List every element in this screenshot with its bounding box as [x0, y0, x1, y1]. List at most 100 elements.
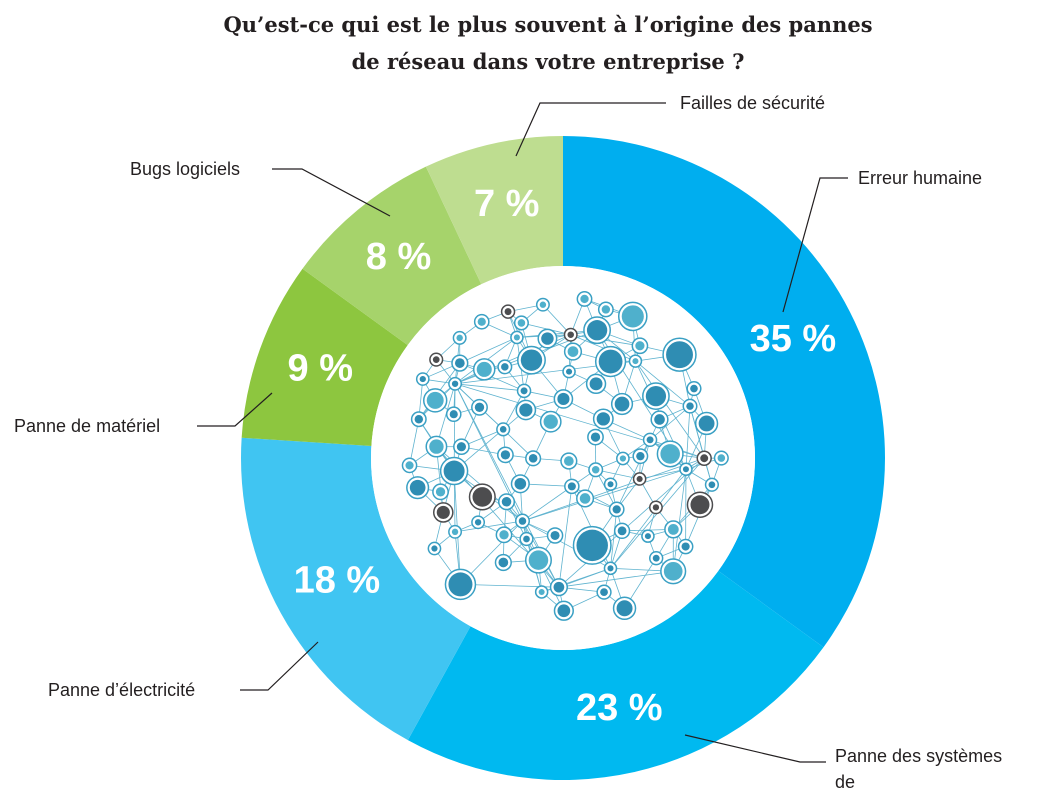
network-node [500, 450, 511, 460]
network-node [644, 533, 651, 540]
network-edge [454, 520, 523, 533]
network-node [514, 477, 527, 490]
category-label: Failles de sécurité [680, 93, 826, 113]
network-node [586, 320, 608, 341]
network-node [590, 432, 601, 442]
network-node [652, 504, 660, 511]
network-node [698, 415, 715, 432]
network-node [557, 604, 571, 618]
network-node [451, 528, 459, 536]
network-illustration [401, 291, 729, 621]
network-node [528, 454, 538, 463]
network-edge [459, 337, 518, 364]
network-node [409, 479, 426, 496]
network-edge [685, 406, 691, 470]
network-node [660, 444, 680, 464]
donut-segment [407, 570, 824, 780]
network-node [607, 565, 614, 572]
network-node [448, 572, 473, 597]
network-node [543, 414, 558, 429]
network-node [520, 349, 543, 371]
network-edge [522, 486, 573, 522]
network-node [472, 487, 493, 507]
network-node [528, 550, 549, 570]
network-node [717, 454, 726, 462]
network-node [681, 542, 690, 551]
network-node [476, 361, 492, 377]
network-node [636, 451, 645, 461]
network-node [589, 377, 603, 391]
leader-line [197, 392, 273, 427]
network-node [474, 519, 482, 526]
category-label: Panne d’électricité [48, 680, 196, 700]
network-edge [455, 383, 525, 392]
network-edge [649, 405, 691, 441]
network-node [518, 517, 527, 525]
network-node [601, 305, 611, 314]
network-node [690, 495, 710, 515]
donut-segment [241, 268, 408, 446]
network-node [429, 439, 444, 454]
network-node [426, 391, 444, 409]
network-node [456, 334, 463, 342]
leader-line [515, 102, 666, 157]
network-node [456, 442, 466, 452]
network-edge [436, 446, 444, 513]
value-labels: 35 % 23 % 18 % 9 % 8 % 7 % [288, 183, 837, 729]
network-node [436, 505, 450, 519]
network-node [504, 308, 512, 316]
network-node [523, 535, 530, 543]
network-edge [672, 469, 687, 572]
network-node [499, 426, 507, 433]
network-node [414, 415, 424, 424]
network-edge [635, 360, 691, 407]
network-node [635, 341, 645, 351]
network-node [567, 346, 579, 357]
network-node [612, 505, 621, 514]
network-node [616, 600, 633, 617]
leader-line [240, 641, 319, 691]
network-node [432, 356, 440, 363]
value-label: 8 % [366, 236, 431, 278]
network-node [454, 358, 465, 368]
network-node [700, 454, 709, 463]
chart-title: Qu’est-ce qui est le plus souvent à l’or… [223, 12, 873, 74]
network-node [405, 461, 414, 470]
value-label: 18 % [294, 559, 381, 601]
network-node [591, 466, 600, 474]
network-node [517, 319, 526, 327]
network-node [654, 414, 665, 425]
value-label: 9 % [288, 348, 353, 390]
network-node [607, 481, 614, 488]
network-edge [558, 570, 674, 588]
network-node [566, 368, 573, 375]
network-node [451, 380, 459, 387]
network-node [443, 460, 465, 482]
network-node [632, 358, 639, 365]
value-label: 7 % [474, 183, 539, 225]
network-node [567, 482, 576, 491]
network-edge [689, 406, 705, 459]
network-node [580, 294, 589, 304]
network-node [645, 385, 667, 407]
value-label: 23 % [576, 687, 663, 729]
network-node [435, 487, 446, 497]
network-node [619, 455, 627, 462]
value-label: 35 % [750, 318, 837, 360]
network-node [652, 554, 660, 562]
network-node [646, 436, 654, 444]
leader-line [272, 168, 391, 217]
network-node [520, 387, 528, 395]
network-node [598, 349, 623, 374]
network-node [614, 396, 630, 412]
network-node [617, 526, 627, 536]
network-node [682, 466, 689, 473]
network-edge [635, 360, 705, 459]
network-edge [558, 486, 573, 588]
network-node [567, 331, 574, 338]
network-node [539, 301, 547, 308]
donut-segment [563, 136, 886, 648]
network-edge [502, 390, 525, 430]
network-node [686, 402, 694, 410]
network-node [621, 305, 644, 328]
